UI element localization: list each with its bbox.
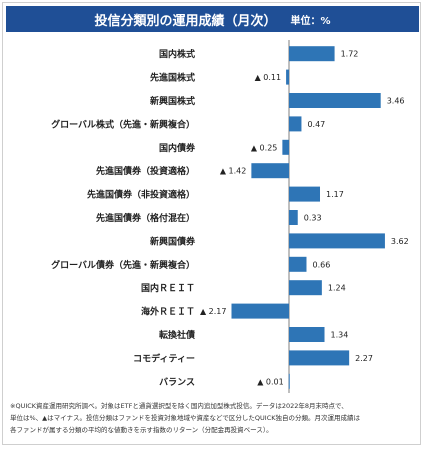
value-label-13: 1.34 [331,331,349,340]
value-label-14: 2.27 [355,354,373,363]
category-label-5: 国内債券 [159,142,196,154]
category-label-12: 海外ＲＥＩＴ [141,306,195,318]
bar-5 [282,139,289,155]
category-label-9: 新興国債券 [150,235,196,247]
category-label-11: 国内ＲＥＩＴ [141,282,195,294]
category-label-8: 先進国債券（格付混在） [96,212,195,224]
value-label-9: 3.62 [391,237,409,246]
bar-15 [288,373,290,389]
value-label-5: ▲ 0.25 [251,143,278,152]
category-label-1: 国内株式 [159,48,195,60]
footnote-line-2: 単位は%、▲はマイナス。投信分類はファンドを投資対象地域や資産などで区分したQU… [10,414,361,422]
category-label-6: 先進国債券（投資適格） [96,165,195,177]
value-label-6: ▲ 1.42 [220,167,247,176]
category-label-14: コモディティー [133,352,195,364]
bar-4 [289,116,302,132]
footnote-line-1: ※QUICK資産運用研究所調べ。対象はETFと通貨選択型を除く国内追加型株式投信… [10,402,348,410]
footnote-line-3: 各ファンドが属する分類の平均的な値動きを示す指数のリターン（分配金再投資ベース）… [10,426,273,434]
bar-2 [286,69,289,85]
bar-8 [289,210,298,225]
value-label-11: 1.24 [328,284,346,293]
value-label-3: 3.46 [387,97,405,106]
bar-7 [289,186,321,202]
unit-label: 単位：% [290,15,331,27]
bar-11 [289,280,322,296]
bar-3 [289,93,381,108]
chart-title: 投信分類別の運用成績（月次） [94,13,277,29]
value-label-12: ▲ 2.17 [200,307,227,316]
category-label-15: バランス [159,377,195,388]
category-label-3: 新興国株式 [150,95,195,107]
category-label-7: 先進国債券（非投資適格） [87,189,195,201]
value-label-10: 0.66 [312,260,330,269]
value-label-8: 0.33 [304,214,322,223]
bar-9 [289,233,385,249]
value-label-15: ▲ 0.01 [257,377,284,386]
category-label-2: 先進国株式 [150,72,195,84]
category-label-4: グローバル株式（先進・新興複合） [51,118,195,130]
bar-10 [289,256,307,272]
bar-6 [251,163,289,179]
bar-14 [289,350,350,366]
value-label-7: 1.17 [326,190,344,199]
bar-12 [231,303,289,319]
bar-1 [289,46,335,62]
category-label-13: 転換社債 [159,329,195,341]
chart-frame [2,2,421,445]
footnote: ※QUICK資産運用研究所調べ。対象はETFと通貨選択型を除く国内追加型株式投信… [10,400,415,436]
value-label-2: ▲ 0.11 [255,73,282,82]
category-label-10: グローバル債券（先進・新興複合） [51,259,195,271]
title-bar: 投信分類別の運用成績（月次） 単位：% [6,6,419,32]
value-label-4: 0.47 [307,120,325,129]
value-label-1: 1.72 [341,50,359,59]
bar-13 [289,327,325,342]
bar-chart: 国内株式 1.72 先進国株式 ▲ 0.11 新興国株式 3.46 グローバル株式（先進・新… [51,40,409,393]
